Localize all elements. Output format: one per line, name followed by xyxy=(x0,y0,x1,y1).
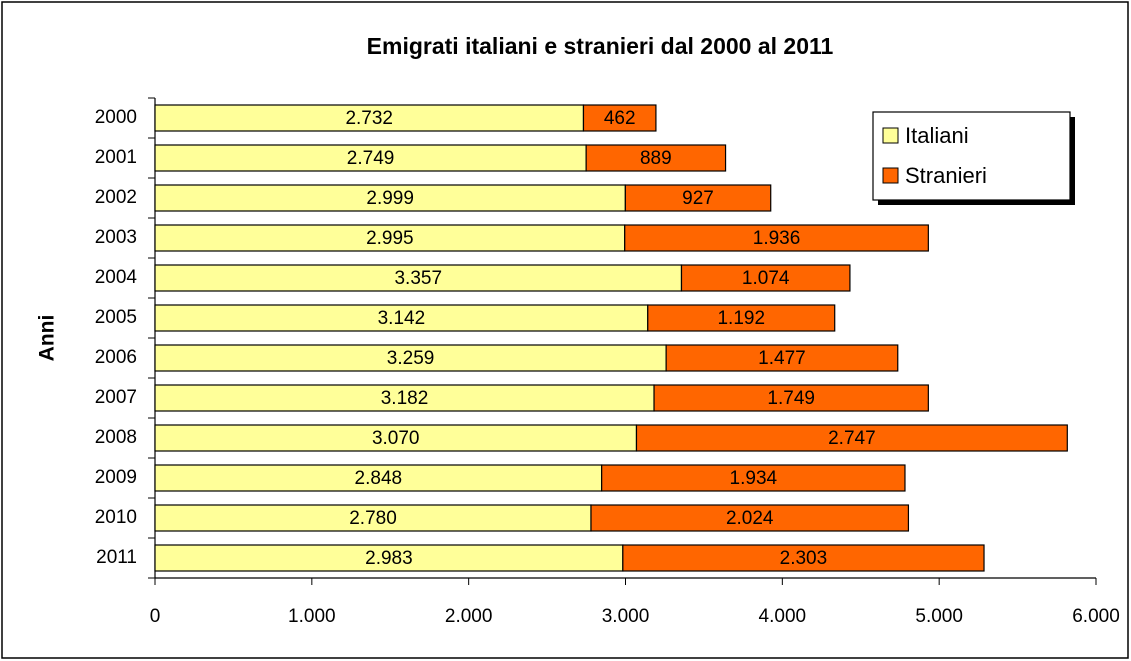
bar-segment xyxy=(154,464,603,492)
data-label: 3.259 xyxy=(387,348,435,369)
bar-segment xyxy=(154,504,592,532)
bar-segment xyxy=(154,264,683,292)
legend-label: Italiani xyxy=(905,123,969,148)
y-tick-label: 2001 xyxy=(95,147,137,168)
bar-segment xyxy=(590,504,910,532)
y-tick-label: 2007 xyxy=(95,387,137,408)
data-label: 3.182 xyxy=(381,388,429,409)
data-label: 2.848 xyxy=(355,468,403,489)
x-tick-label: 2.000 xyxy=(445,606,493,627)
data-label: 889 xyxy=(640,148,672,169)
y-axis-label: Anni xyxy=(36,315,59,362)
data-label: 2.747 xyxy=(828,428,876,449)
data-label: 2.983 xyxy=(365,548,413,569)
bar-segment xyxy=(154,184,626,212)
bar-segment xyxy=(653,384,929,412)
bar-segment xyxy=(154,224,626,252)
y-tick-label: 2011 xyxy=(96,547,137,568)
x-tick-label: 0 xyxy=(150,606,161,627)
bar-segment xyxy=(582,104,657,132)
y-tick-label: 2000 xyxy=(95,107,137,128)
y-tick-label: 2006 xyxy=(95,347,137,368)
data-label: 2.303 xyxy=(780,548,828,569)
y-tick-label: 2003 xyxy=(95,227,137,248)
legend-swatch xyxy=(882,167,899,184)
bar-segment xyxy=(665,344,899,372)
bar-segment xyxy=(647,304,836,332)
bar-segment xyxy=(154,424,638,452)
data-label: 2.749 xyxy=(347,148,395,169)
data-label: 2.999 xyxy=(366,188,414,209)
x-tick-label: 1.000 xyxy=(288,606,336,627)
bar-segment xyxy=(601,464,906,492)
bar-segment xyxy=(154,144,587,172)
data-label: 3.357 xyxy=(394,268,442,289)
y-tick-label: 2010 xyxy=(95,507,137,528)
data-label: 462 xyxy=(604,108,636,129)
bar-segment xyxy=(154,384,655,412)
legend-label: Stranieri xyxy=(905,163,987,188)
y-tick-label: 2008 xyxy=(95,427,137,448)
data-label: 2.732 xyxy=(345,108,393,129)
data-label: 927 xyxy=(682,188,714,209)
bar-segment xyxy=(680,264,851,292)
x-tick-label: 6.000 xyxy=(1072,606,1120,627)
data-label: 3.070 xyxy=(372,428,420,449)
data-label: 1.936 xyxy=(753,228,801,249)
data-label: 1.192 xyxy=(717,308,765,329)
bar-segment xyxy=(635,424,1068,452)
data-label: 2.024 xyxy=(726,508,774,529)
legend xyxy=(872,111,1071,201)
data-label: 1.934 xyxy=(730,468,778,489)
bar-segment xyxy=(624,184,772,212)
y-tick-label: 2002 xyxy=(95,187,137,208)
y-tick-label: 2005 xyxy=(95,307,137,328)
data-label: 3.142 xyxy=(378,308,426,329)
data-label: 1.477 xyxy=(758,348,806,369)
legend-swatch xyxy=(882,127,899,144)
bar-segment xyxy=(154,544,624,572)
x-tick-label: 3.000 xyxy=(602,606,650,627)
bar-segment xyxy=(154,104,585,132)
x-tick-label: 4.000 xyxy=(759,606,807,627)
bar-segment xyxy=(154,304,649,332)
y-tick-label: 2004 xyxy=(95,267,138,288)
chart-title: Emigrati italiani e stranieri dal 2000 a… xyxy=(367,33,834,59)
data-label: 1.074 xyxy=(742,268,790,289)
bar-segment xyxy=(585,144,727,172)
y-tick-label: 2009 xyxy=(95,467,137,488)
bar-segment xyxy=(624,224,929,252)
data-label: 1.749 xyxy=(767,388,815,409)
data-label: 2.780 xyxy=(349,508,397,529)
x-tick-label: 5.000 xyxy=(915,606,963,627)
data-label: 2.995 xyxy=(366,228,414,249)
bar-segment xyxy=(622,544,985,572)
bar-segment xyxy=(154,344,667,372)
